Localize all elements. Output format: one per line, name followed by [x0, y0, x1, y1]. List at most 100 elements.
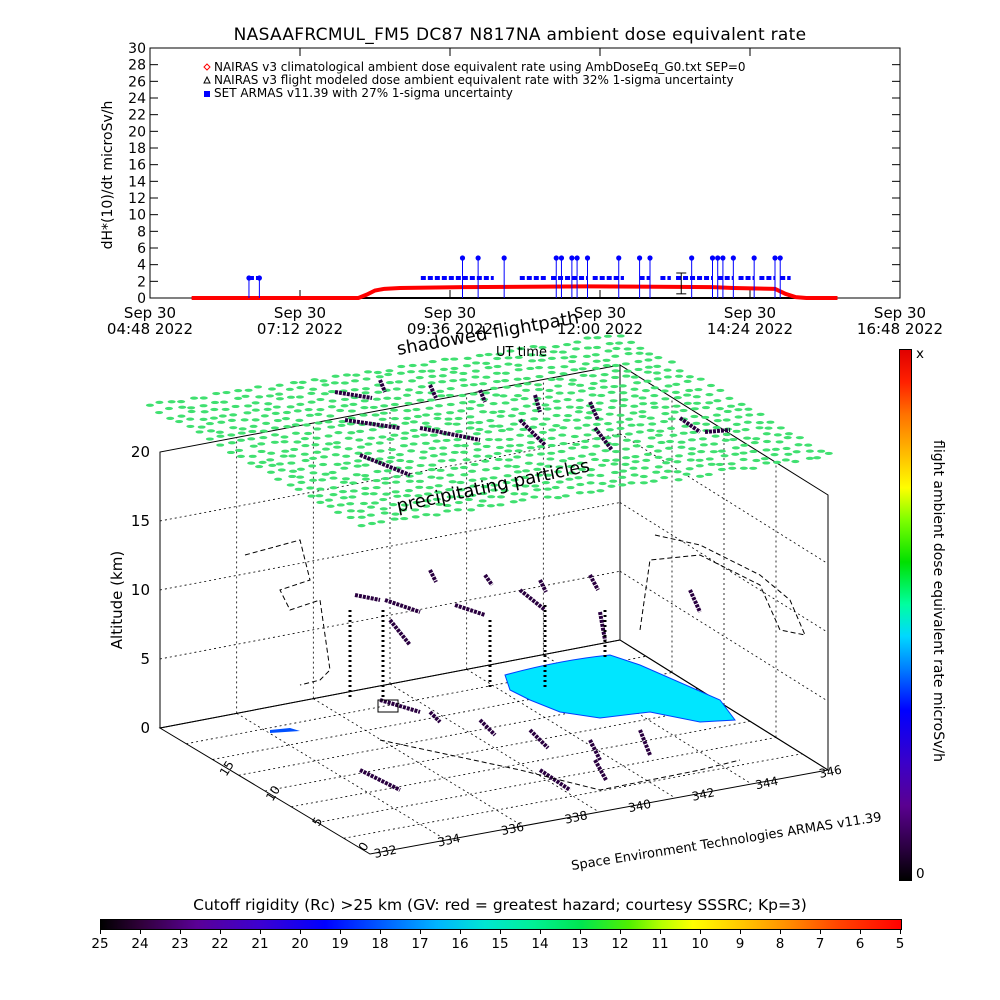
precipitating-particle	[443, 509, 452, 513]
precipitating-particle	[385, 380, 394, 385]
z-tick-label: 15	[131, 512, 150, 530]
precipitating-particle	[559, 442, 568, 446]
precipitating-particle	[554, 384, 563, 388]
precipitating-particle	[450, 466, 459, 470]
precipitating-particle	[417, 385, 426, 389]
precipitating-particle	[277, 468, 286, 472]
precipitating-particle	[633, 439, 642, 443]
precipitating-particle	[557, 449, 566, 454]
precipitating-particle	[427, 369, 436, 373]
precipitating-particle	[534, 383, 543, 387]
precipitating-particle	[488, 424, 497, 428]
floor-outline	[158, 639, 830, 855]
precipitating-particle	[616, 426, 625, 430]
precipitating-particle	[347, 416, 356, 420]
precipitating-particle	[432, 497, 441, 501]
precipitating-particle	[211, 400, 220, 405]
precipitating-particle	[493, 451, 502, 456]
precipitating-particle	[633, 381, 642, 385]
colorbar-tick-label: 18	[371, 936, 389, 952]
precipitating-particle	[479, 491, 488, 496]
precipitating-particle	[673, 396, 682, 400]
precipitating-particle	[688, 447, 697, 451]
precipitating-particle	[399, 508, 408, 512]
land-fragment	[270, 728, 300, 733]
precipitating-particle	[520, 475, 529, 479]
precipitating-particle	[428, 463, 437, 467]
precipitating-particle	[588, 452, 597, 456]
precipitating-particle	[555, 480, 564, 484]
precipitating-particle	[728, 466, 737, 470]
precipitating-particle	[260, 414, 269, 418]
precipitating-particle	[327, 405, 336, 409]
precipitating-particle	[361, 463, 370, 467]
precipitating-particle	[355, 438, 364, 442]
precipitating-particle	[378, 417, 387, 421]
precipitating-particle	[346, 422, 355, 426]
precipitating-particle	[661, 411, 670, 416]
colorbar-tick	[700, 929, 701, 934]
precipitating-particle	[690, 414, 699, 419]
precipitating-particle	[319, 462, 328, 467]
precipitating-particle	[781, 458, 790, 462]
y-tick-label: 10	[263, 783, 283, 803]
precipitating-particle	[476, 403, 485, 407]
precipitating-particle	[694, 387, 703, 392]
precipitating-particle	[291, 423, 300, 427]
precipitating-particle	[280, 435, 289, 439]
precipitating-particle	[265, 394, 274, 398]
precipitating-particle	[434, 404, 443, 408]
precipitating-particle	[484, 437, 493, 442]
precipitating-particle	[618, 384, 627, 388]
precipitating-particle	[679, 408, 688, 413]
precipitating-particle	[602, 364, 611, 368]
precipitating-particle	[247, 461, 256, 465]
precipitating-particle	[367, 436, 376, 440]
precipitating-particle	[698, 437, 707, 441]
precipitating-particle	[771, 447, 780, 451]
precipitating-particle	[392, 474, 401, 479]
precipitating-particle	[326, 414, 335, 418]
precipitating-particle	[642, 458, 651, 462]
precipitating-particle	[346, 509, 355, 513]
precipitating-particle	[423, 425, 432, 429]
precipitating-particle	[459, 465, 468, 470]
label-ut-time: UT time	[496, 345, 547, 360]
precipitating-particle	[610, 384, 619, 389]
precipitating-particle	[494, 457, 503, 462]
precipitating-particle	[583, 346, 592, 350]
precipitating-particle	[755, 426, 764, 430]
precipitating-particle	[636, 423, 645, 427]
precipitating-particle	[523, 382, 532, 386]
precipitating-particle	[155, 400, 164, 404]
shadowed-flightpath	[639, 534, 806, 636]
precipitating-particle	[438, 374, 447, 378]
precipitating-particle	[369, 405, 378, 410]
precipitating-particle	[559, 459, 568, 463]
precipitating-particle	[307, 400, 316, 404]
precipitating-particle	[321, 472, 330, 476]
precipitating-particle	[513, 377, 522, 381]
precipitating-particle	[784, 452, 793, 456]
colorbar-tick-label: 16	[451, 936, 469, 952]
precipitating-particle	[320, 392, 329, 396]
precipitating-particle	[622, 374, 631, 378]
precipitating-particle	[612, 449, 621, 454]
precipitating-particle	[486, 504, 495, 508]
precipitating-particle	[677, 445, 686, 449]
precipitating-particle	[497, 409, 506, 414]
precipitating-particle	[597, 393, 606, 398]
precipitating-particle	[501, 401, 510, 405]
flight-segment	[593, 759, 608, 781]
precipitating-particle	[301, 458, 310, 463]
precipitating-particle	[347, 431, 356, 435]
precipitating-particle	[247, 437, 256, 441]
precipitating-particle	[319, 379, 328, 383]
precipitating-particle	[427, 381, 436, 385]
series-armas-point	[584, 255, 591, 261]
precipitating-particle	[760, 457, 769, 461]
x-tick-label: 338	[563, 808, 588, 826]
precipitating-particle	[509, 422, 518, 426]
precipitating-particle	[582, 423, 591, 427]
precipitating-particle	[327, 425, 336, 429]
